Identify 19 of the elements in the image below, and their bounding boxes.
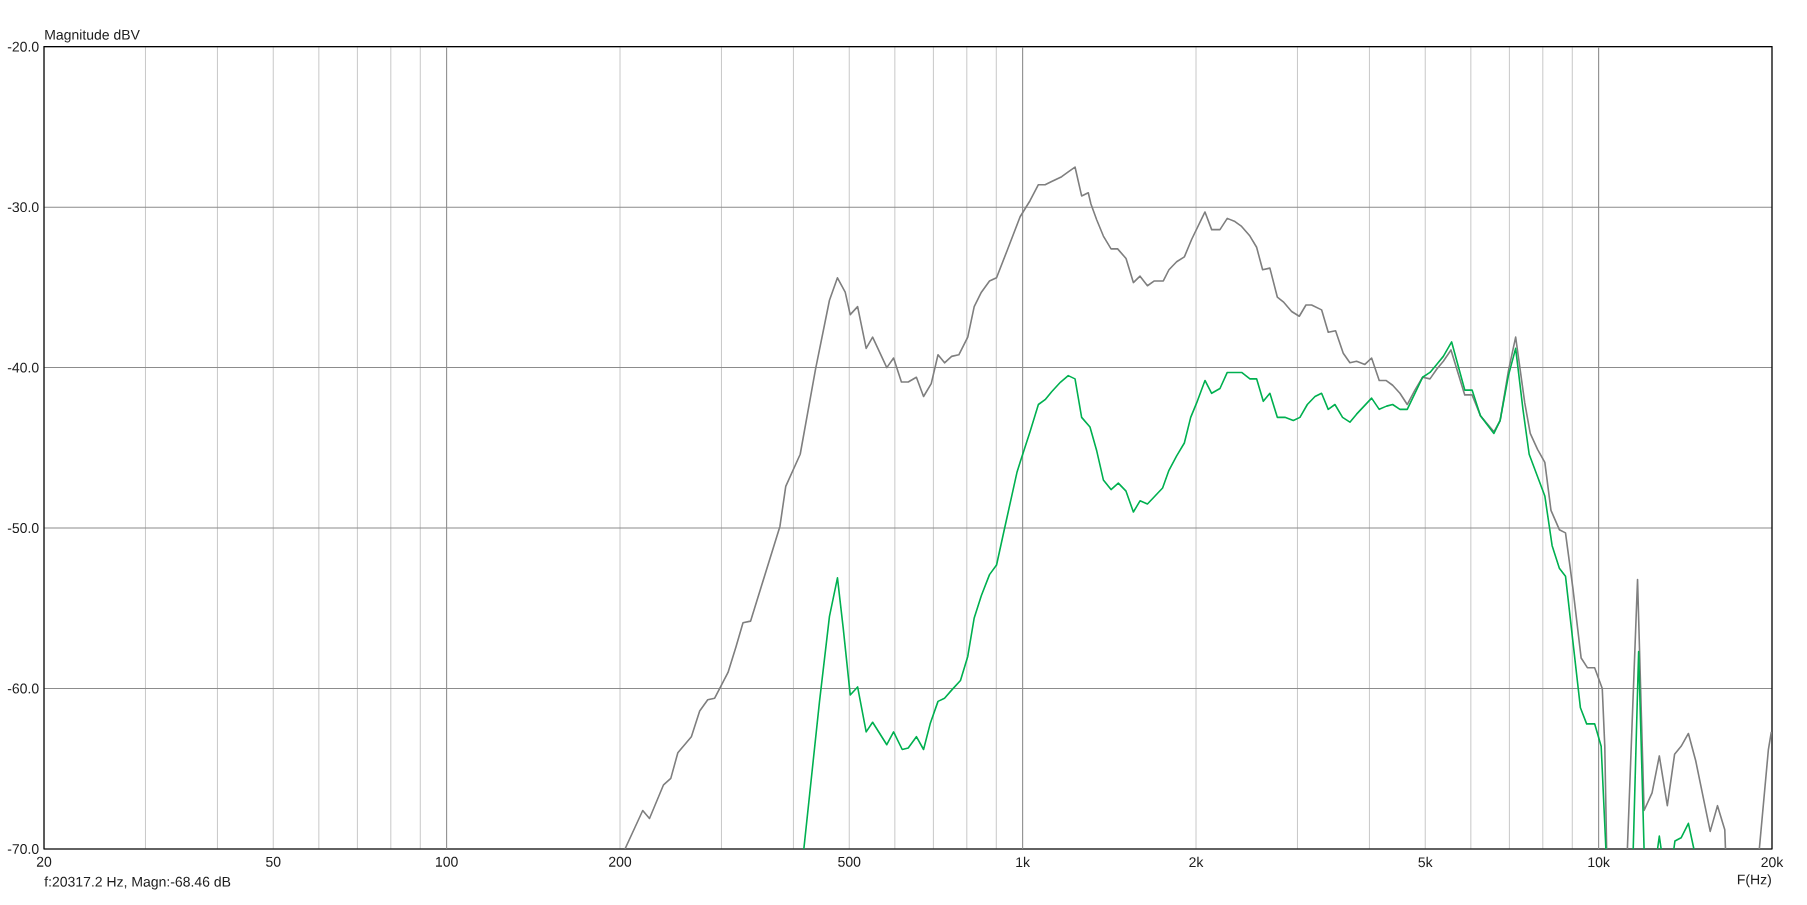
x-tick-label: 2k xyxy=(1189,856,1204,868)
y-axis-title: Magnitude dBV xyxy=(45,29,140,43)
x-tick-label: 20 xyxy=(36,856,52,867)
x-tick-label: 20k xyxy=(1761,856,1784,868)
x-tick-label: 200 xyxy=(609,856,632,867)
y-tick-label: -20.0 xyxy=(7,41,39,52)
x-tick-label: 5k xyxy=(1418,856,1433,868)
x-tick-label: 50 xyxy=(266,856,281,867)
y-tick-label: -70.0 xyxy=(7,844,39,854)
x-tick-label: 500 xyxy=(838,856,861,867)
y-tick-label: -60.0 xyxy=(7,683,39,694)
y-tick-label: -30.0 xyxy=(7,202,39,213)
text: f:20317.2 Hz, Magn:-68.46 dB xyxy=(44,876,231,890)
x-tick-label: 100 xyxy=(436,856,458,867)
x-tick-label: 1k xyxy=(1016,856,1031,868)
x-axis-title: F(Hz) xyxy=(1737,874,1771,888)
y-tick-label: -40.0 xyxy=(7,362,39,373)
y-tick-label: -50.0 xyxy=(7,523,39,534)
x-tick-label: 10k xyxy=(1588,856,1610,868)
